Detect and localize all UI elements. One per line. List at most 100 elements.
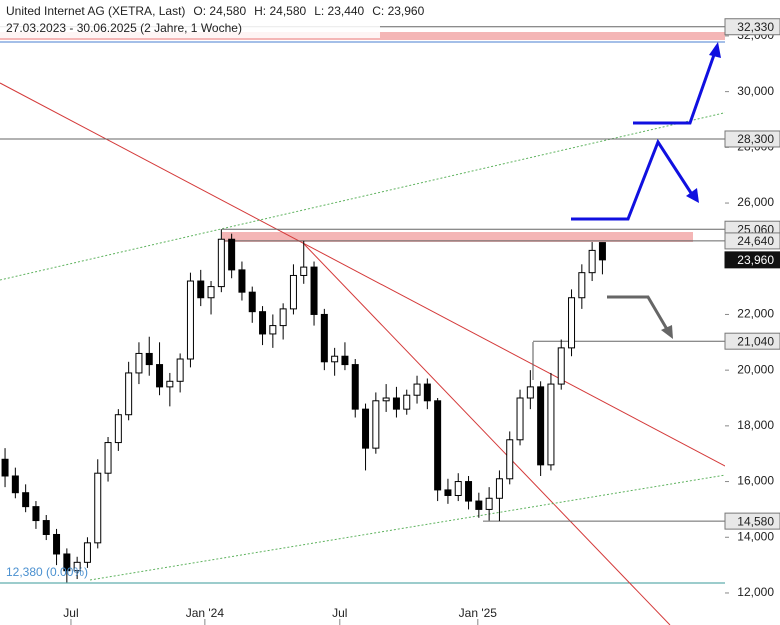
- level-label: 24,640: [737, 234, 774, 248]
- candle-body: [42, 520, 50, 535]
- candle-body: [238, 269, 246, 293]
- candle-body: [547, 383, 555, 466]
- level-box: [724, 512, 780, 530]
- candle-body: [413, 383, 421, 396]
- level-box: [724, 130, 780, 148]
- candle-body: [485, 497, 493, 510]
- x-tick-label: Jan '25: [459, 606, 498, 620]
- candle-body: [94, 472, 102, 544]
- candle-body: [300, 266, 308, 276]
- low-label: 12,380 (0.00%): [6, 565, 88, 579]
- header-subtitle: 27.03.2023 - 30.06.2025 (2 Jahre, 1 Woch…: [6, 21, 242, 35]
- candle-body: [495, 478, 503, 499]
- y-tick-label: 14,000: [737, 529, 774, 543]
- candle-body: [578, 272, 586, 299]
- candle-body: [156, 364, 164, 388]
- candle-body: [73, 561, 81, 572]
- candle-body: [248, 291, 256, 313]
- x-tick-label: Jul: [332, 606, 347, 620]
- candle-body: [1, 458, 9, 477]
- candle-body: [207, 286, 215, 299]
- level-label: 23,960: [737, 253, 774, 267]
- candle-body: [362, 408, 370, 449]
- candle-body: [557, 347, 565, 385]
- candle-body: [259, 311, 267, 335]
- candle-body: [279, 308, 287, 327]
- level-label: 32,330: [737, 20, 774, 34]
- level-label: 28,300: [737, 132, 774, 146]
- arrow-head: [686, 188, 699, 203]
- candle-body: [444, 489, 452, 496]
- ohlc-label: O: 24,580: [193, 4, 246, 18]
- candle-body: [537, 386, 545, 466]
- ohlc-label: H: 24,580: [254, 4, 306, 18]
- candle-body: [22, 492, 30, 508]
- scenario-arrow: [571, 138, 695, 221]
- header-title: United Internet AG (XETRA, Last) O: 24,58…: [6, 4, 425, 18]
- scenario-arrow: [633, 51, 717, 125]
- level-box: [724, 332, 780, 350]
- candle-body: [506, 439, 514, 480]
- candle-body: [434, 400, 442, 491]
- x-tick-label: Jul: [63, 606, 78, 620]
- candle-body: [83, 542, 91, 563]
- trend-line: [302, 242, 671, 625]
- y-tick-label: 26,000: [737, 195, 774, 209]
- candle-body: [403, 394, 411, 410]
- candle-body: [197, 280, 205, 299]
- candle-body: [588, 249, 596, 274]
- level-box: [724, 18, 780, 36]
- level-label: 14,580: [737, 514, 774, 528]
- candle-body: [53, 533, 61, 555]
- candle-body: [269, 325, 277, 335]
- candle-body: [320, 313, 328, 363]
- candle-body: [372, 400, 380, 449]
- level-box: [724, 232, 780, 250]
- scenario-arrow: [607, 295, 670, 332]
- candle-body: [11, 475, 19, 494]
- candle-body: [135, 352, 143, 374]
- candle-body: [568, 297, 576, 349]
- y-tick-label: 22,000: [737, 307, 774, 321]
- candle-body: [145, 352, 153, 366]
- candle-body: [125, 372, 133, 416]
- y-tick-label: 18,000: [737, 418, 774, 432]
- candle-body: [289, 274, 297, 310]
- candle-body: [166, 380, 174, 388]
- candle-body: [310, 266, 318, 315]
- candle-body: [598, 242, 606, 261]
- candle-body: [176, 358, 184, 382]
- candle-body: [526, 386, 534, 399]
- arrow-head: [709, 42, 721, 58]
- level-label: 21,040: [737, 334, 774, 348]
- level-box: [724, 251, 780, 269]
- candle-body: [392, 397, 400, 410]
- x-tick-label: Jan '24: [186, 606, 225, 620]
- candle-body: [516, 397, 524, 441]
- ohlc-label: C: 23,960: [372, 4, 424, 18]
- candle-body: [63, 553, 71, 572]
- candle-body: [351, 364, 359, 410]
- candle-body: [331, 355, 339, 363]
- ohlc-label: L: 23,440: [314, 4, 364, 18]
- candle-body: [104, 442, 112, 474]
- y-tick-label: 12,000: [737, 585, 774, 599]
- candle-body: [186, 280, 194, 360]
- trend-line: [0, 82, 780, 496]
- candle-body: [228, 238, 236, 271]
- candle-body: [423, 383, 431, 402]
- y-tick-label: 30,000: [737, 84, 774, 98]
- candle-body: [465, 481, 473, 502]
- candle-body: [217, 238, 225, 288]
- candle-body: [114, 414, 122, 444]
- axis: 12,00014,00016,00018,00020,00022,00024,0…: [63, 18, 780, 625]
- candle-body: [382, 397, 390, 402]
- arrow-head: [661, 325, 673, 339]
- candles: [1, 229, 606, 583]
- header-bg: [0, 0, 380, 38]
- candle-body: [341, 355, 349, 366]
- y-tick-label: 20,000: [737, 362, 774, 376]
- candle-body: [454, 481, 462, 496]
- channel-line: [89, 465, 780, 581]
